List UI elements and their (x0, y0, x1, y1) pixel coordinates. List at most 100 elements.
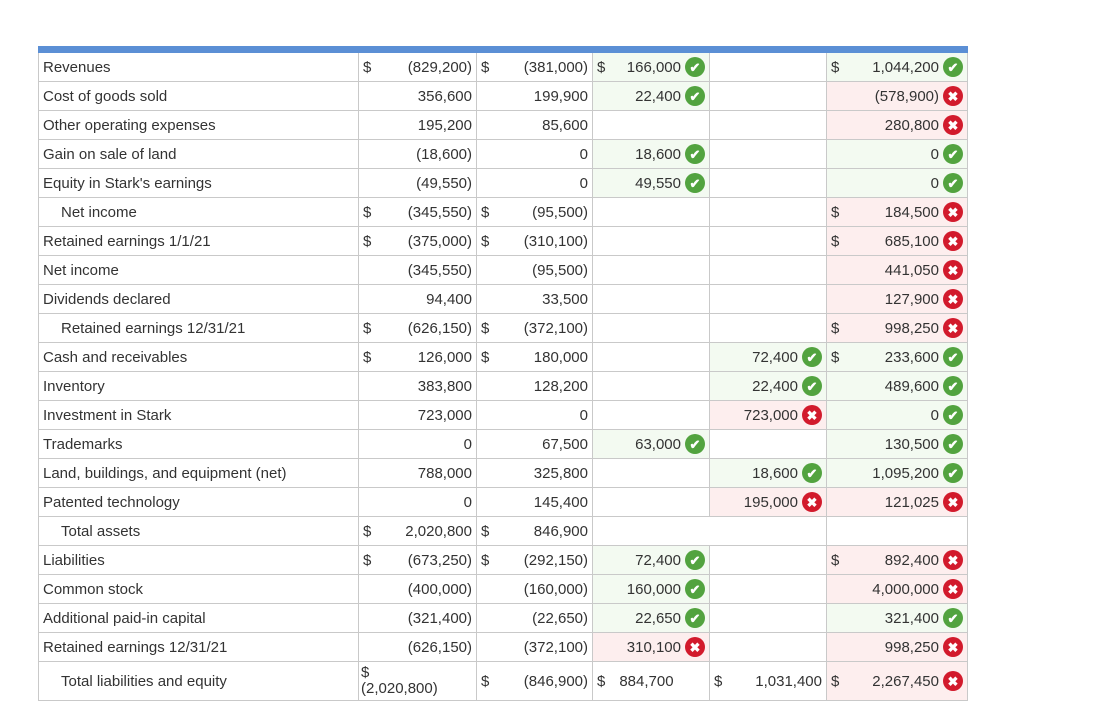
total-cell[interactable]: $184,500 ✖ (826, 197, 968, 227)
adjustment-cell[interactable]: $166,000 ✔ (592, 52, 710, 82)
cell-value: 884,700 (619, 672, 674, 690)
adjustment-cell[interactable]: 723,000 ✖ (709, 400, 827, 430)
cell-value: (626,150) (407, 638, 472, 656)
adjustment-cell[interactable]: $884,700 (592, 661, 710, 701)
total-cell[interactable]: 0 ✔ (826, 400, 968, 430)
adjustment-cell[interactable] (709, 313, 827, 343)
total-cell[interactable]: 0 ✔ (826, 139, 968, 169)
x-circle-icon: ✖ (943, 550, 963, 570)
adjustment-cell[interactable] (592, 313, 710, 343)
total-cell[interactable]: $685,100 ✖ (826, 226, 968, 256)
adjustment-cell[interactable]: 72,400 ✔ (592, 545, 710, 575)
total-cell[interactable]: 127,900 ✖ (826, 284, 968, 314)
adjustment-cell[interactable] (709, 139, 827, 169)
adjustment-cell[interactable]: 22,650 ✔ (592, 603, 710, 633)
dollar-sign: $ (831, 203, 840, 221)
adjustment-cell[interactable] (592, 487, 710, 517)
total-cell[interactable]: 0 ✔ (826, 168, 968, 198)
adjustment-cell[interactable]: 160,000 ✔ (592, 574, 710, 604)
cell-value: (345,550) (407, 203, 472, 221)
check-circle-icon: ✔ (943, 57, 963, 77)
adjustment-cell[interactable]: 49,550 ✔ (592, 168, 710, 198)
table-row: Land, buildings, and equipment (net) 788,… (38, 458, 968, 488)
adjustment-cell[interactable] (593, 517, 710, 546)
cell-value: (673,250) (407, 551, 472, 569)
amount-cell: (18,600) (358, 139, 477, 169)
cell-value: 321,400 (884, 609, 939, 627)
adjustment-cell[interactable] (709, 603, 827, 633)
total-cell[interactable]: 998,250 ✖ (826, 632, 968, 662)
adjustment-cell[interactable] (709, 574, 827, 604)
total-cell[interactable]: (578,900) ✖ (826, 81, 968, 111)
adjustment-cell[interactable] (592, 255, 710, 285)
row-label: Other operating expenses (38, 110, 359, 140)
adjustment-cell[interactable] (709, 429, 827, 459)
adjustment-cell[interactable] (592, 342, 710, 372)
total-cell[interactable]: 441,050 ✖ (826, 255, 968, 285)
total-cell[interactable]: $1,044,200 ✔ (826, 52, 968, 82)
adjustment-cell[interactable] (709, 197, 827, 227)
adjustment-cell[interactable] (709, 255, 827, 285)
cell-value: 723,000 (743, 406, 798, 424)
amount-cell: 85,600 (476, 110, 593, 140)
adjustment-cell[interactable]: $1,031,400 (709, 661, 827, 701)
total-cell[interactable]: $233,600 ✔ (826, 342, 968, 372)
cell-value: (95,500) (532, 203, 588, 221)
check-circle-icon: ✔ (802, 463, 822, 483)
adjustment-cell[interactable] (592, 371, 710, 401)
cell-value: 310,100 (626, 638, 681, 656)
total-cell[interactable]: 121,025 ✖ (826, 487, 968, 517)
cell-value: 233,600 (884, 348, 939, 366)
adjustment-cell[interactable] (710, 517, 827, 546)
adjustment-cell[interactable] (709, 284, 827, 314)
adjustment-cell[interactable] (592, 110, 710, 140)
dollar-sign: $ (363, 319, 372, 337)
cell-value: 441,050 (884, 261, 939, 279)
amount-cell: $ (95,500) (476, 197, 593, 227)
adjustment-cell[interactable]: 195,000 ✖ (709, 487, 827, 517)
cell-value: 685,100 (884, 232, 939, 250)
adjustment-cell[interactable] (709, 632, 827, 662)
cell-value: (2,020,800) (361, 680, 438, 697)
adjustment-cell[interactable] (592, 284, 710, 314)
dollar-sign: $ (363, 522, 372, 540)
x-circle-icon: ✖ (943, 289, 963, 309)
table-row: Retained earnings 1/1/21 $ (375,000) $ (310,… (38, 226, 968, 256)
cell-value: (829,200) (407, 58, 472, 76)
adjustment-cell[interactable] (709, 110, 827, 140)
adjustment-cell[interactable] (709, 168, 827, 198)
check-circle-icon: ✔ (802, 376, 822, 396)
adjustment-cell[interactable] (709, 52, 827, 82)
total-cell[interactable]: 321,400 ✔ (826, 603, 968, 633)
total-cell[interactable]: 130,500 ✔ (826, 429, 968, 459)
cell-value: (846,900) (523, 672, 588, 690)
cell-value: (345,550) (407, 261, 472, 279)
cell-value: 180,000 (533, 348, 588, 366)
adjustment-cell[interactable]: 72,400 ✔ (709, 342, 827, 372)
adjustment-cell[interactable]: 22,400 ✔ (709, 371, 827, 401)
x-circle-icon: ✖ (943, 579, 963, 599)
adjustment-cell[interactable] (592, 458, 710, 488)
adjustment-cell[interactable]: 63,000 ✔ (592, 429, 710, 459)
adjustment-cell[interactable] (592, 197, 710, 227)
total-cell[interactable]: $892,400 ✖ (826, 545, 968, 575)
table-row: Gain on sale of land (18,600) 0 18,600 ✔ 0 ✔ (38, 139, 968, 169)
adjustment-cell[interactable]: 18,600 ✔ (709, 458, 827, 488)
total-cell[interactable]: 1,095,200 ✔ (826, 458, 968, 488)
total-cell[interactable]: 4,000,000 ✖ (826, 574, 968, 604)
total-cell[interactable] (826, 516, 968, 546)
total-cell[interactable]: 489,600 ✔ (826, 371, 968, 401)
total-cell[interactable]: $2,267,450 ✖ (826, 661, 968, 701)
adjustment-cell[interactable] (709, 545, 827, 575)
adjustment-cell[interactable] (592, 226, 710, 256)
adjustment-cell[interactable] (709, 81, 827, 111)
total-cell[interactable]: $998,250 ✖ (826, 313, 968, 343)
adjustment-cell[interactable] (592, 400, 710, 430)
amount-cell: 94,400 (358, 284, 477, 314)
total-cell[interactable]: 280,800 ✖ (826, 110, 968, 140)
adjustment-cell[interactable]: 18,600 ✔ (592, 139, 710, 169)
dollar-sign: $ (481, 551, 490, 569)
adjustment-cell[interactable]: 310,100 ✖ (592, 632, 710, 662)
adjustment-cell[interactable]: 22,400 ✔ (592, 81, 710, 111)
adjustment-cell[interactable] (709, 226, 827, 256)
